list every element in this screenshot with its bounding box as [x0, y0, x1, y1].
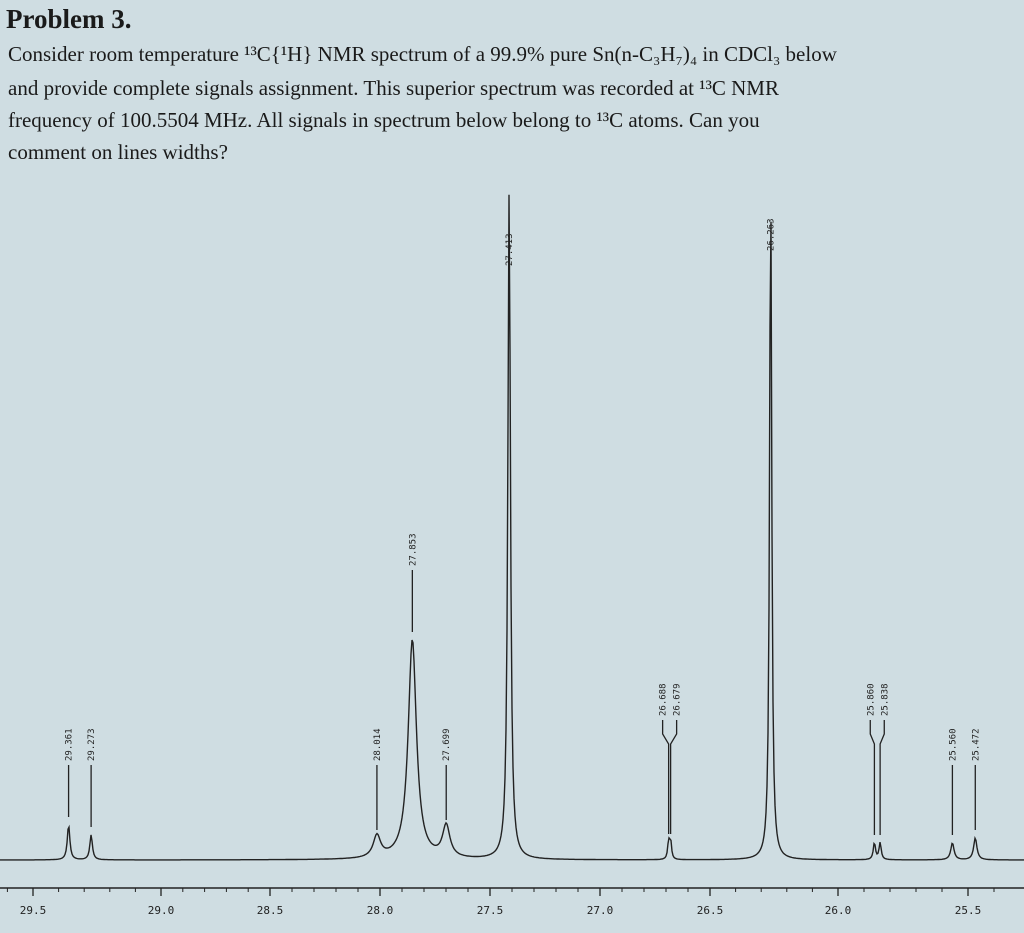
x-tick-label: 29.0: [148, 904, 175, 917]
x-tick-label: 28.5: [257, 904, 284, 917]
peak-label: 27.853: [408, 533, 418, 566]
problem-text-line: frequency of 100.5504 MHz. All signals i…: [8, 108, 760, 132]
peak-label: 26.688: [659, 683, 669, 716]
peak-label: 27.699: [442, 728, 452, 761]
peak-label: 25.560: [948, 728, 958, 761]
problem-text-line: and provide complete signals assignment.…: [8, 76, 779, 100]
x-tick-label: 27.5: [477, 904, 504, 917]
peak-label: 25.838: [880, 683, 890, 716]
peak-label: 29.273: [87, 728, 97, 761]
peak-label: 25.472: [971, 728, 981, 761]
peak-label: 26.679: [673, 683, 683, 716]
peak-label: 27.413: [505, 233, 515, 266]
problem-text-line: Consider room temperature ¹³C{¹H} NMR sp…: [8, 42, 837, 66]
peak-marker-line: [869, 720, 876, 835]
x-tick-label: 26.5: [697, 904, 724, 917]
x-tick-label: 29.5: [20, 904, 47, 917]
x-tick-label: 26.0: [825, 904, 852, 917]
peak-marker-line: [879, 720, 885, 835]
problem-text-line: comment on lines widths?: [8, 140, 228, 164]
peak-label: 29.361: [65, 728, 75, 761]
peak-marker-line: [669, 720, 678, 834]
x-tick-label: 25.5: [955, 904, 982, 917]
peak-label: 26.263: [767, 218, 777, 251]
peak-marker-line: [661, 720, 670, 834]
peak-label: 28.014: [373, 728, 383, 761]
problem-title: Problem 3.: [6, 4, 132, 34]
spectrum-trace: [0, 194, 1024, 861]
x-tick-label: 27.0: [587, 904, 614, 917]
peak-label: 25.860: [866, 683, 876, 716]
x-tick-label: 28.0: [367, 904, 394, 917]
